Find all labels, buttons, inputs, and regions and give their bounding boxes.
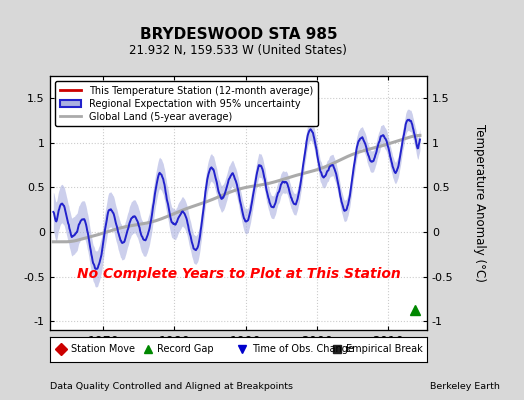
Text: 21.932 N, 159.533 W (United States): 21.932 N, 159.533 W (United States) [129, 44, 347, 57]
Text: Time of Obs. Change: Time of Obs. Change [252, 344, 354, 354]
Text: No Complete Years to Plot at This Station: No Complete Years to Plot at This Statio… [77, 267, 400, 281]
Y-axis label: Temperature Anomaly (°C): Temperature Anomaly (°C) [473, 124, 486, 282]
Text: BRYDESWOOD STA 985: BRYDESWOOD STA 985 [139, 27, 337, 42]
Text: Empirical Break: Empirical Break [346, 344, 423, 354]
Legend: This Temperature Station (12-month average), Regional Expectation with 95% uncer: This Temperature Station (12-month avera… [54, 81, 318, 126]
Text: Station Move: Station Move [71, 344, 135, 354]
Text: Berkeley Earth: Berkeley Earth [430, 382, 499, 391]
Text: Data Quality Controlled and Aligned at Breakpoints: Data Quality Controlled and Aligned at B… [50, 382, 293, 391]
Text: Record Gap: Record Gap [157, 344, 214, 354]
